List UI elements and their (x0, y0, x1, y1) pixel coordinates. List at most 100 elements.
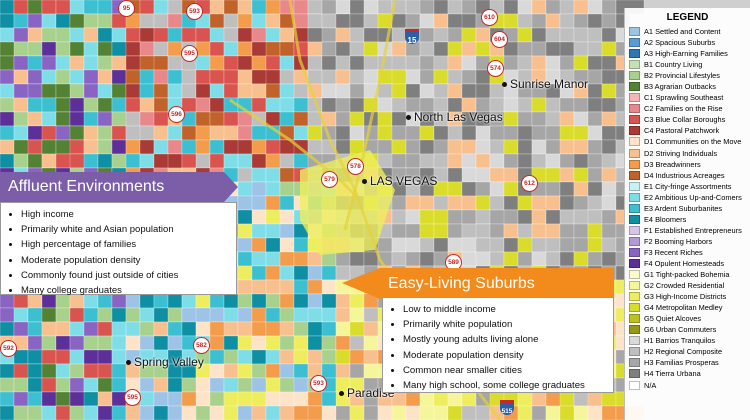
tract (167, 69, 183, 85)
tract (251, 265, 267, 281)
route-shield-icon: 596 (168, 106, 185, 123)
tract (601, 0, 617, 15)
tract (307, 335, 323, 351)
tract (461, 139, 477, 155)
tract (195, 405, 211, 420)
tract (433, 139, 449, 155)
tract (517, 223, 533, 239)
tract (349, 251, 365, 267)
tract (475, 195, 491, 211)
tract (545, 195, 561, 211)
tract (405, 251, 421, 267)
tract (111, 69, 127, 85)
tract (391, 97, 407, 113)
tract (391, 125, 407, 141)
tract (447, 55, 463, 71)
tract (0, 391, 15, 407)
legend-item: E1 City-fringe Assortments (629, 181, 746, 192)
tract (475, 405, 491, 420)
tract (167, 27, 183, 43)
tract (265, 293, 281, 309)
tract (265, 41, 281, 57)
tract (209, 111, 225, 127)
legend-swatch (629, 49, 640, 59)
tract (391, 405, 407, 420)
tract (265, 55, 281, 71)
tract (363, 405, 379, 420)
tract (209, 41, 225, 57)
tract (335, 55, 351, 71)
legend-label: D4 Industrious Acreages (644, 170, 725, 180)
legend-item: F1 Established Entrepreneurs (629, 225, 746, 236)
legend-swatch (629, 369, 640, 379)
tract (209, 405, 225, 420)
tract (601, 97, 617, 113)
tract (111, 125, 127, 141)
tract (461, 125, 477, 141)
tract (559, 13, 575, 29)
legend-item: D1 Communities on the Move (629, 136, 746, 147)
tract (209, 55, 225, 71)
legend-swatch (629, 104, 640, 114)
tract (461, 209, 477, 225)
tract (517, 195, 533, 211)
tract (41, 41, 57, 57)
tract (125, 83, 141, 99)
tract (447, 153, 463, 169)
tract (223, 321, 239, 337)
tract (125, 321, 141, 337)
tract (251, 181, 267, 197)
tract (251, 363, 267, 379)
tract (349, 125, 365, 141)
tract (237, 27, 253, 43)
tract (265, 69, 281, 85)
tract (97, 27, 113, 43)
tract (531, 13, 547, 29)
tract (41, 307, 57, 323)
tract (41, 69, 57, 85)
tract (531, 209, 547, 225)
tract (405, 195, 421, 211)
tract (517, 41, 533, 57)
tract (601, 125, 617, 141)
tract (41, 0, 57, 15)
tract (531, 111, 547, 127)
legend-label: G2 Crowded Residential (644, 281, 725, 291)
tract (559, 195, 575, 211)
tract (279, 391, 295, 407)
tract (195, 153, 211, 169)
tract (531, 27, 547, 43)
tract (0, 0, 15, 15)
legend-swatch (629, 82, 640, 92)
tract (335, 307, 351, 323)
tract (461, 0, 477, 15)
legend-swatch (629, 214, 640, 224)
tract (419, 0, 435, 15)
route-shield-icon: 95 (118, 0, 135, 17)
legend-label: G5 Quiet Alcoves (644, 314, 702, 324)
tract (559, 237, 575, 253)
tract (139, 321, 155, 337)
tract (573, 153, 589, 169)
tract (447, 391, 463, 407)
tract (307, 293, 323, 309)
tract (349, 335, 365, 351)
tract (55, 349, 71, 365)
tract (0, 69, 15, 85)
legend-swatch (629, 314, 640, 324)
tract (321, 279, 337, 295)
tract (503, 195, 519, 211)
tract (237, 321, 253, 337)
tract (405, 237, 421, 253)
tract (125, 307, 141, 323)
tract (475, 167, 491, 183)
legend-item: C3 Blue Collar Boroughs (629, 114, 746, 125)
legend-label: H4 Tierra Urbana (644, 369, 701, 379)
tract (573, 405, 589, 420)
tract (237, 293, 253, 309)
tract (349, 349, 365, 365)
tract (335, 349, 351, 365)
tract (0, 139, 15, 155)
legend-item: B2 Provincial Lifestyles (629, 70, 746, 81)
tract (293, 237, 309, 253)
